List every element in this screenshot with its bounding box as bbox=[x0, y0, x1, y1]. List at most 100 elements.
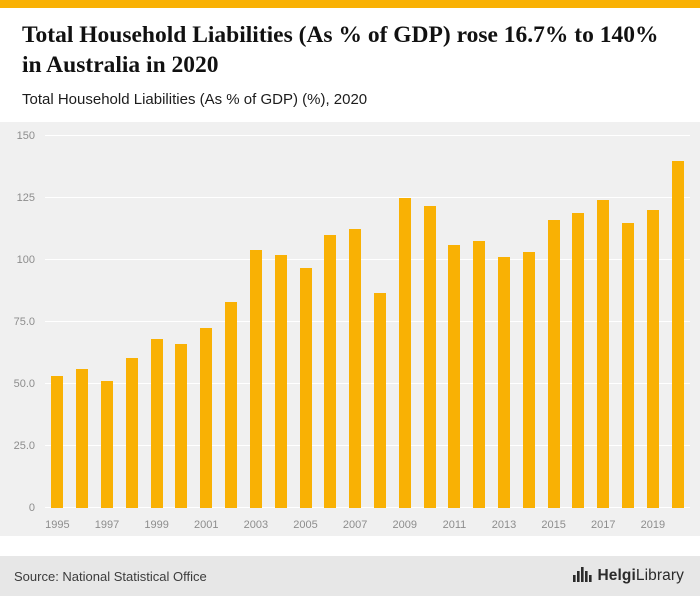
bar-2006 bbox=[324, 234, 337, 508]
gridline bbox=[45, 134, 690, 136]
y-tick-label: 100 bbox=[16, 253, 35, 266]
y-tick-label: 75.0 bbox=[13, 315, 35, 328]
y-tick-label: 150 bbox=[16, 129, 35, 142]
bar-1997 bbox=[101, 381, 114, 508]
x-tick-label: 1999 bbox=[144, 518, 169, 531]
bar-2009 bbox=[398, 197, 411, 508]
x-tick-label: 2017 bbox=[591, 518, 616, 531]
bar-2020 bbox=[671, 160, 684, 508]
y-tick-label: 0 bbox=[28, 501, 35, 514]
bar-slot bbox=[95, 136, 120, 508]
x-tick-label: 2005 bbox=[293, 518, 318, 531]
x-tick-label: 2019 bbox=[640, 518, 666, 531]
bar-slot bbox=[368, 136, 393, 508]
bar-slot bbox=[417, 136, 442, 508]
gridline bbox=[45, 444, 690, 446]
y-tick-label: 25.0 bbox=[13, 439, 35, 452]
bar-slot bbox=[343, 136, 368, 508]
x-tick-label bbox=[318, 519, 343, 531]
bar-2000 bbox=[175, 344, 188, 508]
x-tick-label bbox=[268, 519, 293, 531]
brand: HelgiLibrary bbox=[572, 566, 684, 587]
bar-slot bbox=[467, 136, 492, 508]
x-tick-label bbox=[516, 519, 541, 531]
gridlines bbox=[45, 134, 690, 508]
bar-slot bbox=[442, 136, 467, 508]
bar-2014 bbox=[522, 252, 535, 508]
gridline bbox=[45, 320, 690, 322]
y-tick-label: 50.0 bbox=[13, 377, 35, 390]
bar-slot bbox=[392, 136, 417, 508]
x-tick-label: 2001 bbox=[194, 518, 219, 531]
chart-subtitle: Total Household Liabilities (As % of GDP… bbox=[22, 90, 368, 108]
bar-2011 bbox=[448, 244, 461, 508]
brand-name: HelgiLibrary bbox=[598, 567, 684, 585]
bar-1995 bbox=[51, 376, 64, 508]
gridline bbox=[45, 196, 690, 198]
bar-slot bbox=[144, 136, 169, 508]
bar-slot bbox=[194, 136, 219, 508]
x-tick-label bbox=[665, 519, 690, 531]
bar-2015 bbox=[547, 220, 560, 508]
bar-2013 bbox=[498, 257, 511, 508]
x-tick-label bbox=[616, 519, 641, 531]
bar-2008 bbox=[373, 293, 386, 508]
bar-2007 bbox=[349, 228, 362, 508]
x-tick-label: 2015 bbox=[541, 518, 566, 531]
bar-2016 bbox=[572, 212, 585, 508]
x-tick-label bbox=[219, 519, 244, 531]
bar-1998 bbox=[125, 357, 138, 508]
gridline bbox=[45, 258, 690, 260]
bar-slot bbox=[541, 136, 566, 508]
gridline bbox=[45, 506, 690, 508]
bar-1999 bbox=[150, 339, 163, 508]
bar-slot bbox=[219, 136, 244, 508]
bar-2002 bbox=[225, 301, 238, 508]
bar-slot bbox=[318, 136, 343, 508]
plot-area bbox=[45, 134, 690, 508]
x-tick-label: 2007 bbox=[342, 518, 368, 531]
bar-2012 bbox=[473, 241, 486, 508]
bar-2018 bbox=[622, 222, 635, 508]
x-tick-label bbox=[169, 519, 194, 531]
x-tick-label bbox=[119, 519, 144, 531]
x-tick-label: 1995 bbox=[45, 518, 70, 531]
bar-2005 bbox=[299, 268, 312, 508]
bar-1996 bbox=[76, 368, 89, 508]
x-tick-label bbox=[417, 519, 442, 531]
bar-slot bbox=[591, 136, 616, 508]
bar-slot bbox=[616, 136, 641, 508]
x-axis-labels: 1995 1997 1999 2001 2003 2005 2007 2009 2011 2013… bbox=[45, 519, 690, 531]
bar-slot bbox=[45, 136, 70, 508]
x-tick-label bbox=[467, 519, 492, 531]
x-tick-label: 1997 bbox=[94, 518, 120, 531]
bar-slot bbox=[293, 136, 318, 508]
brand-name-bold: Helgi bbox=[597, 567, 636, 584]
chart-header: Total Household Liabilities (As % of GDP… bbox=[0, 8, 700, 108]
bar-2001 bbox=[200, 327, 213, 508]
page-title: Total Household Liabilities (As % of GDP… bbox=[22, 22, 659, 78]
accent-top-strip bbox=[0, 0, 700, 8]
bar-2010 bbox=[423, 206, 436, 508]
bar-slot bbox=[169, 136, 194, 508]
bar-slot bbox=[244, 136, 269, 508]
y-axis-labels: 0 25.0 50.0 75.0 100 125 150 bbox=[0, 130, 40, 514]
footer: Source: National Statistical Office Helg… bbox=[0, 556, 700, 596]
bar-2004 bbox=[274, 254, 287, 508]
x-tick-label bbox=[70, 519, 95, 531]
bar-2019 bbox=[646, 210, 659, 508]
x-tick-label: 2009 bbox=[392, 518, 418, 531]
gridline bbox=[45, 382, 690, 384]
bar-slot bbox=[268, 136, 293, 508]
chart: 0 25.0 50.0 75.0 100 125 150 1995 1997 1999 2001 2… bbox=[0, 121, 700, 536]
bar-2017 bbox=[597, 200, 610, 508]
bar-slot bbox=[70, 136, 95, 508]
brand-name-rest: Library bbox=[635, 567, 684, 584]
source-text: Source: National Statistical Office bbox=[14, 568, 207, 584]
x-tick-label: 2013 bbox=[491, 518, 517, 531]
y-tick-label: 125 bbox=[16, 191, 35, 204]
bar-slot bbox=[566, 136, 591, 508]
bar-2003 bbox=[249, 249, 262, 508]
bar-chart-logo-icon bbox=[572, 566, 592, 587]
x-tick-label bbox=[566, 519, 591, 531]
